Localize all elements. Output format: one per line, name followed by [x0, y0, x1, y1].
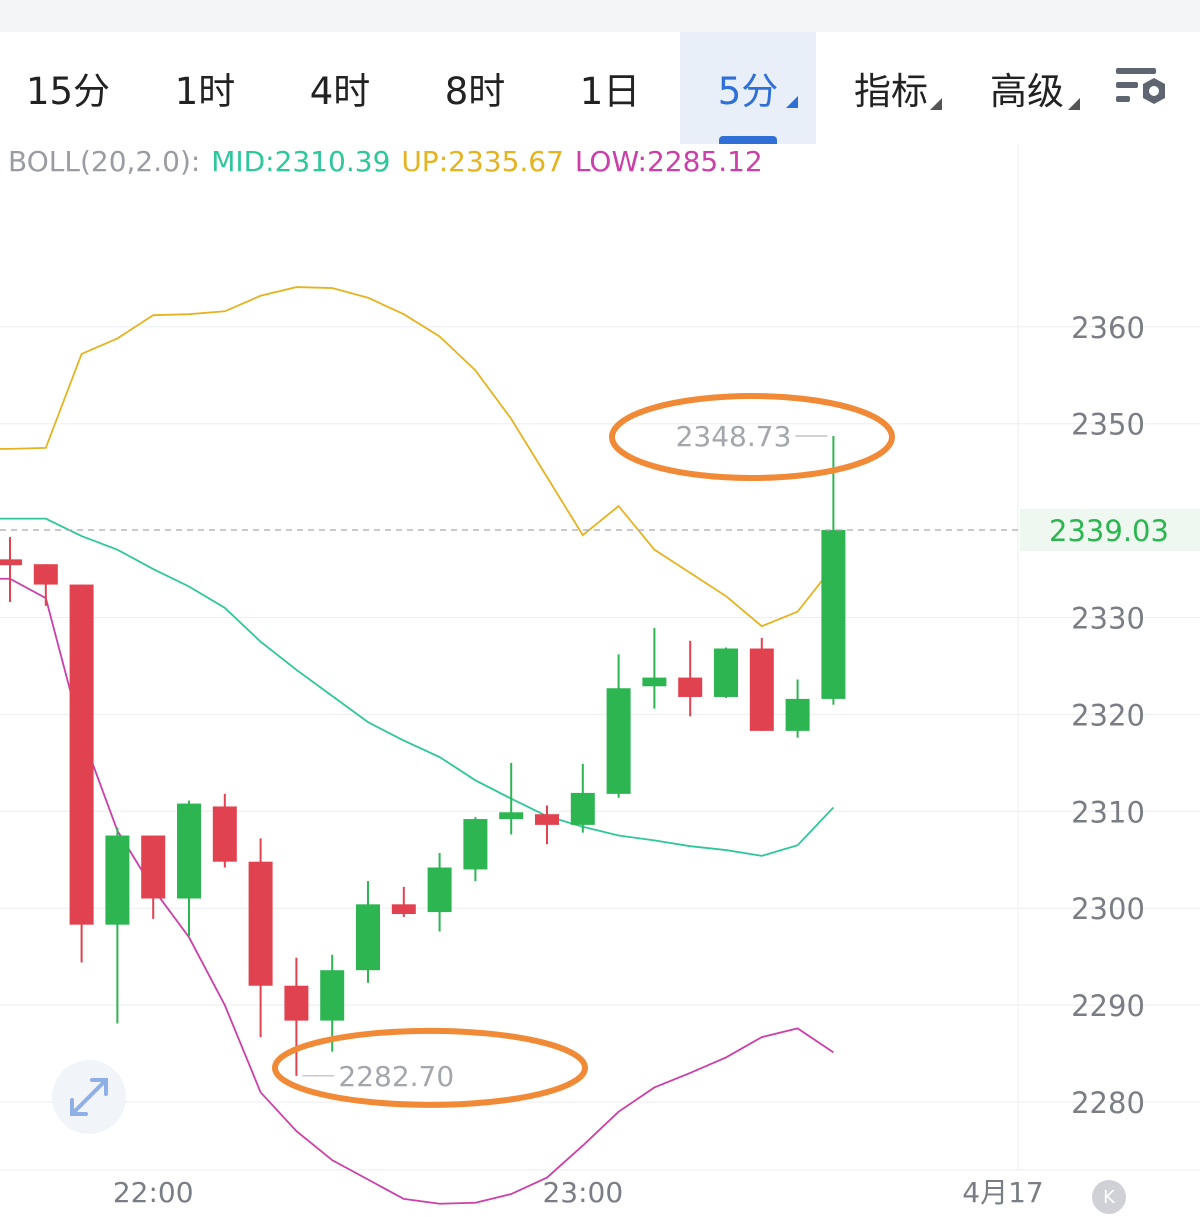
- tab-label: 5分: [717, 70, 779, 113]
- candle-body: [105, 835, 130, 925]
- low-annotation-ellipse: [272, 1027, 588, 1108]
- last-price-label: 2339.03: [1049, 514, 1169, 548]
- candle-body: [785, 698, 810, 731]
- candle-body: [463, 819, 488, 870]
- candle-body: [391, 904, 416, 915]
- legend-name: BOLL(20,2.0):: [8, 145, 201, 178]
- candle-body: [141, 835, 166, 899]
- candle-body: [535, 814, 559, 825]
- k-icon[interactable]: K: [1092, 1180, 1126, 1214]
- candle-body: [177, 803, 201, 899]
- candle-body: [749, 648, 774, 731]
- candle-body: [427, 867, 452, 913]
- candle-body: [642, 677, 667, 687]
- legend-low: LOW:2285.12: [574, 145, 763, 178]
- low-price-label: 2282.70: [338, 1060, 454, 1093]
- y-tick-label: 2290: [1071, 989, 1145, 1023]
- x-tick-label: 4月17: [962, 1176, 1043, 1209]
- legend-mid: MID:2310.39: [211, 145, 391, 178]
- y-tick-label: 2300: [1071, 892, 1145, 926]
- tab-label: 15分: [25, 70, 111, 113]
- y-tick-label: 2320: [1071, 698, 1145, 732]
- candle-body: [714, 648, 738, 697]
- boll-legend: BOLL(20,2.0): MID:2310.39 UP:2335.67 LOW…: [8, 145, 765, 178]
- axes: 2360 2350 2330 2320 2310 2300 2290 2280 22:00 23:…: [113, 311, 1145, 1209]
- high-annotation-ellipse: [609, 393, 895, 482]
- x-tick-label: 23:00: [542, 1176, 623, 1209]
- price-overlay: 2339.03 2348.73 2282.70: [0, 393, 1200, 1108]
- tab-1d[interactable]: 1日: [565, 32, 655, 144]
- boll-mid-line: [0, 517, 835, 857]
- y-tick-label: 2350: [1071, 408, 1145, 442]
- interval-tab-bar: 15分 1时 4时 8时 1日 5分 指标 高级: [0, 32, 1200, 144]
- candle-body: [212, 806, 237, 862]
- chart-settings-button[interactable]: [1112, 62, 1172, 118]
- grid: [0, 144, 1200, 1171]
- settings-icon: [1116, 68, 1165, 104]
- tab-indicators[interactable]: 指标: [836, 32, 946, 144]
- y-tick-label: 2280: [1071, 1086, 1145, 1120]
- tab-15m[interactable]: 15分: [18, 32, 118, 144]
- active-tab-indicator: [719, 136, 777, 144]
- tab-label: 8时: [444, 70, 506, 113]
- candle-body: [678, 677, 703, 697]
- dropdown-triangle-icon: [1068, 98, 1080, 110]
- candle-body: [499, 812, 524, 820]
- tab-label: 高级: [990, 70, 1064, 113]
- candle-body: [570, 792, 595, 825]
- tab-label: 指标: [854, 70, 928, 113]
- dropdown-triangle-icon: [930, 98, 942, 110]
- candle-body: [356, 904, 380, 971]
- tab-4h[interactable]: 4时: [295, 32, 385, 144]
- expand-icon: [70, 1078, 108, 1116]
- tab-1h[interactable]: 1时: [160, 32, 250, 144]
- tab-label: 4时: [309, 70, 371, 113]
- y-tick-label: 2330: [1071, 602, 1145, 636]
- candles: [0, 436, 846, 1076]
- tab-8h[interactable]: 8时: [430, 32, 520, 144]
- high-price-label: 2348.73: [676, 420, 792, 453]
- candle-body: [320, 970, 345, 1021]
- x-tick-label: 22:00: [113, 1176, 194, 1209]
- candle-body: [606, 688, 631, 794]
- tab-label: 1时: [174, 70, 236, 113]
- tab-advanced[interactable]: 高级: [972, 32, 1082, 144]
- status-strip: [0, 0, 1200, 32]
- legend-up: UP:2335.67: [401, 145, 564, 178]
- candle-body: [0, 559, 22, 566]
- y-tick-label: 2360: [1071, 311, 1145, 345]
- candle-body: [821, 529, 846, 699]
- expand-chart-button[interactable]: [52, 1060, 126, 1134]
- tab-label: 1日: [579, 70, 641, 113]
- candle-body: [33, 564, 58, 585]
- candle-body: [69, 584, 94, 925]
- candle-body: [284, 985, 309, 1021]
- dropdown-triangle-icon: [786, 96, 798, 108]
- boll-upper-line: [0, 286, 835, 628]
- y-tick-label: 2310: [1071, 795, 1145, 829]
- candle-body: [248, 861, 273, 986]
- last-price-tag: [1020, 508, 1200, 551]
- tab-5m[interactable]: 5分: [680, 32, 816, 144]
